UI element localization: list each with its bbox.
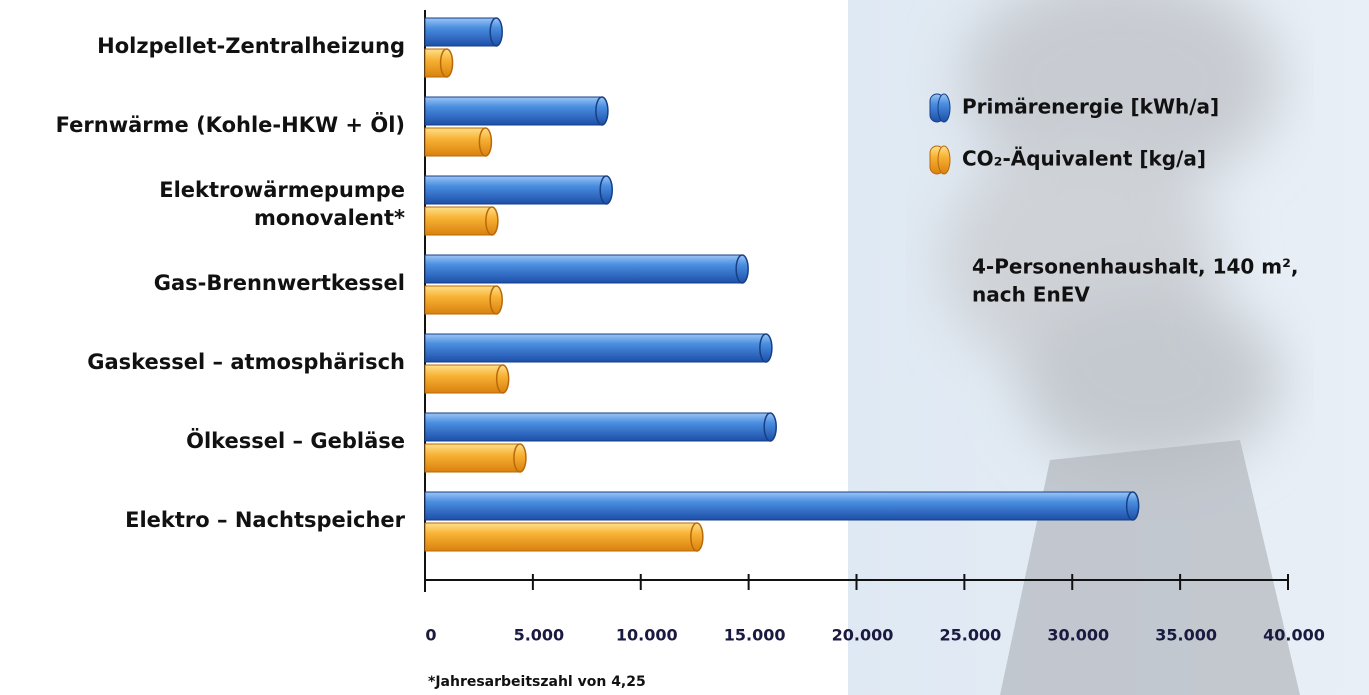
category-label: Elektro – Nachtspeicher <box>125 508 405 532</box>
category-label: monovalent* <box>254 206 405 230</box>
bar-body <box>424 17 497 47</box>
bar-cap <box>495 364 510 394</box>
category-label: Elektrowärmepumpe <box>159 178 405 202</box>
bar-cap <box>513 443 527 473</box>
bar <box>424 206 499 236</box>
x-tick-label: 0 <box>425 626 436 645</box>
x-tick-label: 10.000 <box>616 626 678 645</box>
bar-body <box>424 206 493 236</box>
bar-cap <box>599 175 613 205</box>
bar <box>424 285 503 315</box>
bar <box>424 443 527 473</box>
legend-label: CO₂-Äquivalent [kg/a] <box>962 147 1206 171</box>
bar-body <box>424 96 603 126</box>
footnote: *Jahresarbeitszahl von 4,25 <box>428 674 646 690</box>
bar-cap <box>485 206 499 236</box>
bar <box>424 254 749 284</box>
category-label: Holzpellet-Zentralheizung <box>97 34 405 58</box>
bar <box>424 333 773 363</box>
legend-swatch-cap <box>937 145 951 175</box>
bar-body <box>424 364 504 394</box>
bar <box>424 491 1140 521</box>
bar <box>424 522 704 552</box>
x-tick-label: 5.000 <box>514 626 565 645</box>
bar-body <box>424 522 698 552</box>
x-tick-label: 35.000 <box>1155 626 1217 645</box>
x-tick-label: 20.000 <box>832 626 894 645</box>
x-tick-label: 15.000 <box>724 626 786 645</box>
smoke <box>940 0 1280 470</box>
bar-body <box>424 412 771 442</box>
category-label: Fernwärme (Kohle-HKW + Öl) <box>56 112 405 137</box>
bar <box>424 48 454 78</box>
x-tick-label: 30.000 <box>1047 626 1109 645</box>
legend-swatch-cap <box>937 93 951 123</box>
bar-cap <box>759 333 773 363</box>
bar-body <box>424 333 767 363</box>
bar <box>424 364 510 394</box>
legend-label: Primärenergie [kWh/a] <box>962 95 1219 119</box>
bar-body <box>424 285 497 315</box>
bar <box>424 127 493 157</box>
bar-cap <box>1125 491 1140 521</box>
bar-body <box>424 443 521 473</box>
bar <box>424 96 609 126</box>
x-tick-label: 25.000 <box>940 626 1002 645</box>
bar-cap <box>489 285 503 315</box>
annotation: nach EnEV <box>972 283 1090 307</box>
bar-body <box>424 127 486 157</box>
bar-cap <box>735 254 749 284</box>
bar <box>424 175 613 205</box>
annotation: 4-Personenhaushalt, 140 m², <box>972 255 1298 279</box>
category-label: Ölkessel – Gebläse <box>186 428 405 453</box>
bar <box>424 17 503 47</box>
bar-cap <box>763 412 777 442</box>
bar-cap <box>439 48 454 78</box>
bar-body <box>424 491 1134 521</box>
bar <box>424 412 777 442</box>
bar-body <box>424 175 607 205</box>
bar-cap <box>489 17 503 47</box>
bar-cap <box>478 127 493 157</box>
category-label: Gaskessel – atmosphärisch <box>87 350 405 374</box>
category-label: Gas-Brennwertkessel <box>154 271 405 295</box>
bar-body <box>424 254 743 284</box>
bar-cap <box>595 96 609 126</box>
bar-cap <box>690 522 704 552</box>
x-tick-label: 40.000 <box>1263 626 1325 645</box>
